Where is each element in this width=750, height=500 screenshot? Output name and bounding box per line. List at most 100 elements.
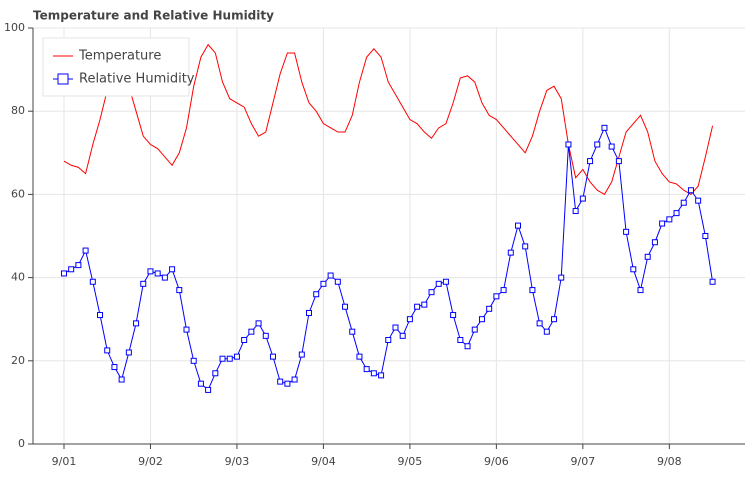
data-point bbox=[161, 274, 168, 281]
chart-title: Temperature and Relative Humidity bbox=[33, 9, 274, 23]
data-point bbox=[147, 268, 154, 275]
data-point bbox=[702, 233, 709, 239]
data-point bbox=[558, 274, 565, 281]
y-tick-label: 60 bbox=[11, 187, 25, 200]
data-point bbox=[507, 249, 514, 256]
data-point bbox=[695, 197, 702, 204]
data-point bbox=[478, 316, 485, 323]
data-point bbox=[89, 278, 96, 285]
data-point bbox=[565, 141, 572, 148]
data-point bbox=[543, 328, 550, 335]
data-point bbox=[269, 353, 276, 360]
data-point bbox=[154, 270, 161, 277]
legend-box bbox=[42, 37, 190, 97]
data-point bbox=[450, 312, 457, 319]
data-point bbox=[486, 305, 493, 312]
data-point bbox=[644, 253, 651, 260]
legend: Temperature Relative Humidity bbox=[42, 37, 195, 97]
x-tick-label: 9/02 bbox=[138, 455, 163, 468]
data-point bbox=[687, 187, 694, 194]
data-point bbox=[241, 337, 248, 343]
data-point bbox=[342, 303, 349, 310]
data-point bbox=[392, 324, 399, 331]
data-point bbox=[262, 332, 269, 339]
data-point bbox=[579, 195, 586, 202]
data-point bbox=[219, 355, 226, 362]
x-tick-label: 9/07 bbox=[571, 455, 596, 468]
data-point bbox=[378, 372, 385, 379]
data-point bbox=[572, 208, 579, 215]
data-point bbox=[133, 320, 140, 327]
data-point bbox=[320, 280, 327, 287]
data-point bbox=[125, 349, 132, 356]
y-tick-label: 20 bbox=[11, 354, 25, 367]
x-tick-label: 9/01 bbox=[52, 455, 77, 468]
data-point bbox=[118, 376, 125, 383]
data-point bbox=[313, 291, 320, 298]
data-point bbox=[493, 293, 500, 300]
data-point bbox=[442, 278, 449, 285]
data-point bbox=[709, 278, 716, 285]
data-point bbox=[529, 287, 536, 294]
data-point bbox=[233, 353, 240, 360]
data-point bbox=[680, 199, 687, 206]
data-point bbox=[414, 303, 421, 310]
data-point bbox=[60, 270, 67, 277]
data-point bbox=[169, 266, 176, 273]
data-point bbox=[140, 280, 147, 287]
data-point bbox=[205, 386, 212, 393]
data-point bbox=[615, 158, 622, 165]
data-point bbox=[673, 210, 680, 217]
data-point bbox=[659, 220, 666, 227]
data-point bbox=[327, 272, 334, 279]
data-point bbox=[190, 357, 197, 364]
data-point bbox=[514, 222, 521, 229]
data-point bbox=[349, 328, 356, 335]
data-point bbox=[291, 376, 298, 383]
data-point bbox=[212, 370, 219, 377]
data-point bbox=[370, 370, 377, 377]
data-point bbox=[75, 262, 82, 269]
data-point bbox=[666, 216, 673, 223]
data-point bbox=[522, 243, 529, 250]
x-tick-label: 9/03 bbox=[225, 455, 250, 468]
data-point bbox=[464, 343, 471, 350]
data-point bbox=[651, 239, 658, 246]
data-point bbox=[183, 326, 190, 333]
data-point bbox=[298, 351, 305, 358]
x-tick-label: 9/05 bbox=[398, 455, 423, 468]
y-tick-label: 0 bbox=[18, 437, 25, 450]
x-tick-label: 9/06 bbox=[484, 455, 509, 468]
data-point bbox=[608, 143, 615, 150]
data-point bbox=[255, 320, 262, 327]
data-point bbox=[104, 347, 111, 354]
x-tick-label: 9/08 bbox=[657, 455, 682, 468]
data-point bbox=[197, 380, 204, 387]
data-point bbox=[334, 278, 341, 285]
data-point bbox=[500, 287, 507, 294]
legend-label: Relative Humidity bbox=[79, 72, 195, 87]
legend-marker bbox=[57, 73, 69, 85]
data-point bbox=[594, 141, 601, 148]
data-point bbox=[637, 287, 644, 294]
data-point bbox=[277, 378, 284, 385]
data-point bbox=[457, 337, 464, 343]
data-point bbox=[68, 266, 75, 273]
data-point bbox=[176, 287, 183, 294]
y-tick-label: 100 bbox=[4, 21, 25, 34]
y-tick-label: 80 bbox=[11, 104, 25, 117]
data-point bbox=[630, 266, 637, 273]
y-tick-label: 40 bbox=[11, 271, 25, 284]
data-point bbox=[399, 332, 406, 339]
data-point bbox=[97, 312, 104, 319]
data-point bbox=[623, 228, 630, 235]
data-point bbox=[82, 247, 89, 254]
data-point bbox=[536, 320, 543, 327]
data-point bbox=[421, 301, 428, 308]
series-line bbox=[63, 126, 714, 391]
series-line bbox=[63, 43, 714, 196]
data-point bbox=[111, 364, 118, 371]
data-point bbox=[551, 316, 558, 323]
x-tick-label: 9/04 bbox=[311, 455, 336, 468]
